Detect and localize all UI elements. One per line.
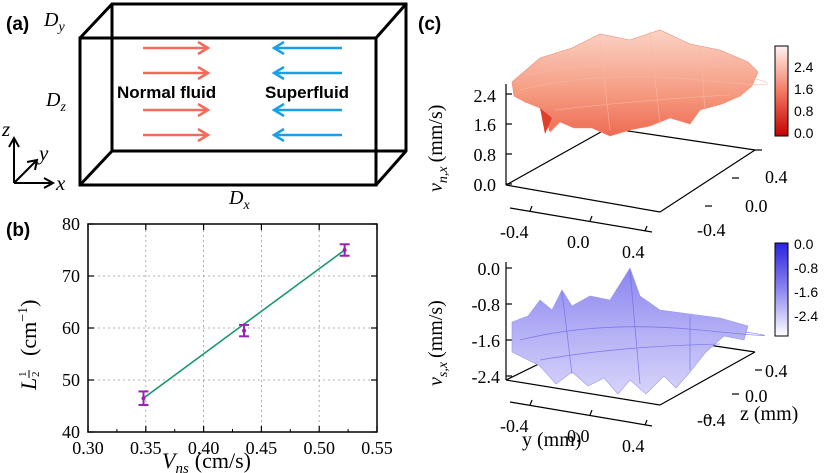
- bottom-y-axis-title: y (mm): [522, 429, 581, 451]
- top-ztick: 0.0: [474, 175, 497, 195]
- y-tick-label: 40: [62, 422, 80, 442]
- bottom-ztick: -2.4: [472, 367, 501, 387]
- normal-arrow: [143, 102, 211, 118]
- dx-label: Dx: [228, 187, 250, 213]
- top-ztick: 1.6: [474, 115, 497, 135]
- bottom-cbar-tick: -2.4: [794, 308, 818, 324]
- coordinate-axes: [8, 135, 56, 189]
- super-arrow: [271, 65, 342, 81]
- axis-x-label: x: [55, 171, 66, 195]
- bottom-xtick: 0.4: [765, 361, 788, 381]
- panel-b: (b) 0.30 0.35 0.40 0.45 0.50 0.55 40 50 60 70 80 L…: [6, 214, 393, 473]
- bottom-ztick: -1.6: [472, 331, 501, 351]
- y-tick-label: 50: [62, 370, 80, 390]
- panel-a: (a) Dy Dz Dx z y x: [1, 2, 408, 213]
- superfluid-arrows: [271, 40, 342, 143]
- bottom-cbar-tick: -1.6: [794, 284, 818, 300]
- top-surface-plot: 2.4 1.6 0.8 0.0 vn,x(mm/s): [425, 29, 814, 262]
- bottom-ytick: -0.4: [500, 416, 529, 436]
- top-cbar-tick: 0.8: [794, 103, 814, 119]
- bottom-z-label: vs,x(mm/s): [425, 300, 451, 386]
- plot-ticks: 0.30 0.35 0.40 0.45 0.50 0.55 40 50 60 70 80: [62, 214, 393, 458]
- dz-label: Dz: [45, 89, 66, 115]
- y-label-exp-num: 1: [17, 372, 29, 378]
- x-axis-label: Vns (cm/s): [162, 448, 251, 473]
- plot-data: [138, 243, 350, 406]
- x-tick-label: 0.35: [130, 438, 162, 458]
- x-tick-label: 0.55: [361, 438, 393, 458]
- bottom-ztick: -0.8: [472, 295, 501, 315]
- axis-z-label: z: [1, 117, 10, 141]
- super-arrow: [271, 102, 342, 118]
- top-cbar-tick: 2.4: [794, 59, 814, 75]
- x-tick-label: 0.30: [72, 438, 104, 458]
- super-arrow: [271, 40, 342, 56]
- svg-text:vn,x(mm/s): vn,x(mm/s): [425, 105, 451, 192]
- bottom-xtick: 0.0: [745, 386, 768, 406]
- bottom-floor-ticks: [529, 369, 762, 426]
- normal-arrow: [143, 127, 211, 143]
- panel-c-label: (c): [418, 14, 441, 35]
- top-cbar-tick: 1.6: [794, 81, 814, 97]
- axis-y-label: y: [37, 141, 49, 165]
- bottom-colorbar: [774, 242, 789, 337]
- dy-label: Dy: [43, 9, 65, 35]
- top-surface-mesh: [519, 31, 768, 131]
- y-label-exp-den: 2: [30, 372, 42, 378]
- x-tick-label: 0.50: [303, 438, 335, 458]
- bottom-xtick: -0.4: [697, 410, 726, 430]
- top-ztick: 2.4: [474, 86, 497, 106]
- plot-grid: [88, 224, 377, 432]
- data-point: [141, 396, 146, 401]
- top-xtick: 0.0: [745, 196, 768, 216]
- normal-fluid-label: Normal fluid: [117, 83, 216, 102]
- y-tick-label: 70: [62, 266, 80, 286]
- top-ytick: -0.4: [500, 222, 529, 242]
- superfluid-label: Superfluid: [265, 83, 349, 102]
- panel-b-label: (b): [6, 220, 30, 241]
- normal-arrow: [143, 40, 211, 56]
- top-surface-dip: [540, 108, 552, 134]
- top-z-ticks-marks: [506, 93, 512, 185]
- top-z-label: vn,x(mm/s): [425, 105, 451, 192]
- top-ytick: 0.0: [567, 232, 590, 252]
- data-point: [342, 248, 347, 252]
- top-floor-ticks: [529, 149, 762, 232]
- bottom-cbar-tick: 0.0: [794, 236, 814, 252]
- bottom-ytick: 0.4: [622, 436, 645, 456]
- top-ytick: 0.4: [622, 242, 645, 262]
- bottom-z-axis-title: z (mm): [740, 403, 798, 425]
- bottom-ztick: 0.0: [478, 259, 501, 279]
- top-floor: [505, 127, 756, 233]
- x-tick-label: 0.40: [188, 438, 220, 458]
- normal-fluid-arrows: [143, 40, 211, 143]
- bottom-z-ticks-marks: [506, 267, 512, 377]
- normal-arrow: [143, 65, 211, 81]
- y-tick-label: 60: [62, 318, 80, 338]
- y-tick-label: 80: [62, 214, 80, 234]
- bottom-cbar-tick: -0.8: [794, 260, 818, 276]
- data-point: [242, 328, 247, 333]
- top-colorbar: [774, 45, 789, 137]
- y-axis-label: L 1 2 (cm−1): [16, 300, 42, 391]
- panel-a-label: (a): [6, 14, 29, 35]
- top-ztick: 0.8: [474, 145, 497, 165]
- y-label-unit: (cm−1): [16, 300, 41, 356]
- bottom-surface-plot: 0.0 -0.8 -1.6 -2.4 vs,x(mm/s): [425, 236, 818, 456]
- bottom-ytick: 0.0: [567, 426, 590, 446]
- super-arrow: [271, 127, 342, 143]
- bottom-surface-mesh: [519, 269, 765, 385]
- top-xtick: 0.4: [765, 167, 788, 187]
- panel-c: (c) 2.4 1.6 0.8 0.0 vn,x(mm/s): [418, 14, 818, 456]
- top-cbar-tick: 0.0: [794, 125, 814, 141]
- x-tick-label: 0.45: [246, 438, 278, 458]
- domain-box: [78, 2, 408, 187]
- top-xtick: -0.4: [697, 220, 726, 240]
- svg-text:vs,x(mm/s): vs,x(mm/s): [425, 300, 451, 386]
- y-label-var: L: [16, 378, 41, 391]
